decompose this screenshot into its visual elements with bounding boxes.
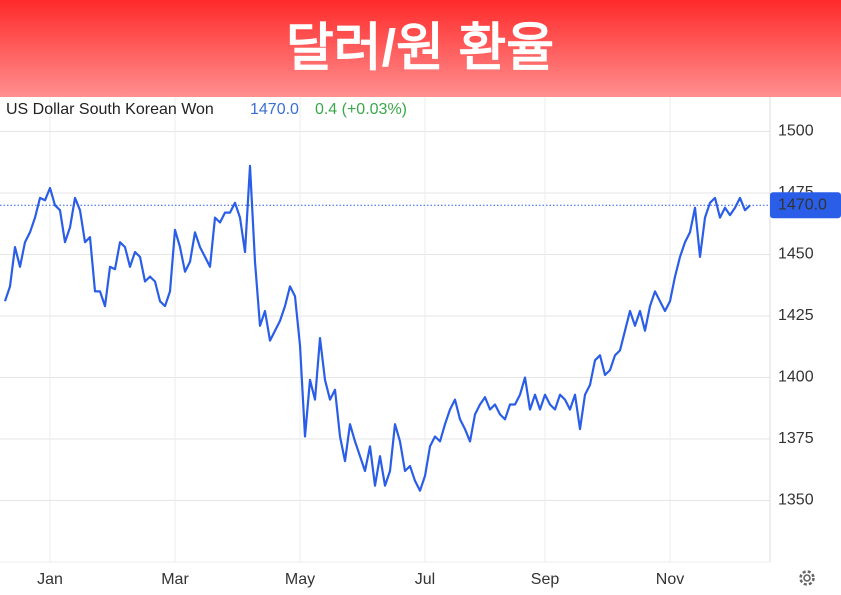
y-tick-label: 1400 [778,369,814,386]
y-tick-label: 1425 [778,307,814,324]
grid [0,97,770,562]
plot [3,164,751,492]
y-tick-label: 1500 [778,123,814,140]
legend-title: US Dollar South Korean Won [6,101,214,118]
banner-title: 달러/원 환율 [286,20,554,78]
legend-change: 0.4 (+0.03%) [315,101,407,118]
legend-last: 1470.0 [250,101,299,118]
banner [0,0,841,97]
price-line [3,164,751,492]
settings-icon[interactable] [799,570,815,586]
y-tick-label: 1450 [778,246,814,263]
last-price-tag [770,192,841,219]
x-tick-label: Sep [531,571,560,588]
x-tick-label: Jul [415,571,435,588]
y-tick-label: 1350 [778,492,814,509]
x-tick-label: Mar [161,571,189,588]
x-tick-label: Jan [37,571,63,588]
x-tick-label: Nov [656,571,684,588]
x-tick-label: May [285,571,315,588]
y-tick-label: 1375 [778,430,814,447]
last-price-label: 1470.0 [778,196,827,213]
